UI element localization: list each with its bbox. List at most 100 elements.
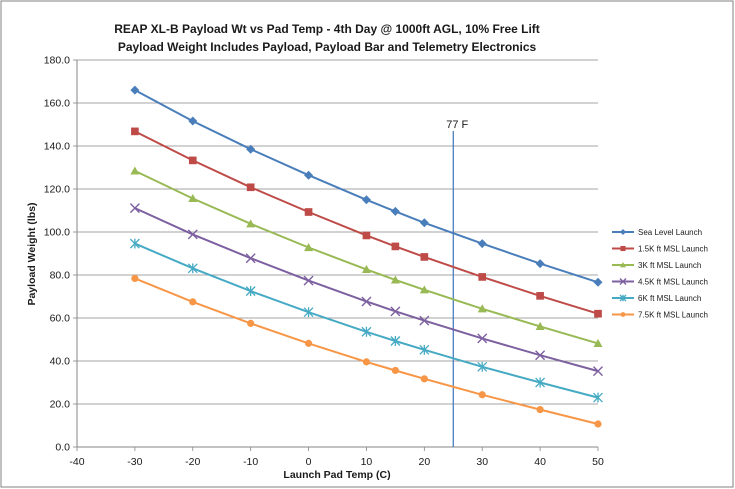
data-point (594, 309, 602, 318)
data-point (391, 242, 400, 251)
data-point (420, 253, 429, 261)
x-tick-label: 10 (361, 456, 373, 468)
data-point (594, 420, 602, 428)
data-point (620, 229, 626, 235)
x-tick-label: -40 (69, 456, 84, 468)
data-point (247, 319, 255, 327)
series-line (134, 89, 599, 284)
y-tick-label: 140.0 (44, 141, 70, 153)
data-point (246, 144, 256, 154)
series-4 (129, 203, 603, 377)
series-line (134, 207, 599, 373)
data-point (477, 304, 487, 313)
data-point (361, 326, 372, 337)
data-point (131, 127, 139, 136)
annotation-label: 77 F (446, 119, 468, 131)
series-lines (129, 85, 603, 428)
data-point (303, 275, 314, 286)
data-point (303, 307, 314, 318)
series-line (134, 242, 599, 399)
data-point (188, 156, 197, 165)
x-tick-label: 0 (306, 456, 312, 468)
legend-item: 7.5K ft MSL Launch (612, 311, 708, 320)
y-tick-label: 100.0 (44, 227, 70, 239)
data-point (477, 239, 487, 249)
legend-label: 7.5K ft MSL Launch (638, 311, 708, 320)
axes (73, 59, 599, 451)
data-point (130, 166, 140, 175)
data-point (245, 253, 256, 264)
data-point (361, 195, 371, 205)
x-axis-title: Launch Pad Temp (C) (283, 469, 390, 481)
annotations: 77 F (446, 119, 469, 447)
series-3 (130, 166, 603, 347)
data-point (620, 262, 626, 268)
data-point (620, 245, 626, 252)
data-point (593, 366, 603, 377)
data-point (478, 273, 487, 281)
y-axis-title: Payload Weight (lbs) (26, 202, 38, 305)
data-point (246, 183, 255, 192)
data-point (419, 315, 430, 326)
legend-item: 4.5K ft MSL Launch (612, 278, 708, 287)
chart-subtitle: Payload Weight Includes Payload, Payload… (118, 40, 537, 54)
data-point (129, 238, 140, 249)
data-point (593, 392, 603, 403)
legend-item: 1.5K ft MSL Launch (612, 245, 708, 254)
x-tick-label: -20 (185, 456, 200, 468)
data-point (362, 231, 371, 240)
data-point (390, 206, 400, 216)
y-tick-label: 0.0 (55, 442, 70, 454)
x-tick-label: 20 (418, 456, 430, 468)
data-point (129, 203, 140, 214)
series-line (134, 169, 599, 345)
data-point (187, 263, 198, 274)
legend-label: 4.5K ft MSL Launch (638, 278, 708, 287)
data-point (187, 229, 198, 240)
data-point (536, 292, 544, 300)
data-point (362, 358, 371, 366)
data-point (304, 170, 314, 180)
data-point (419, 344, 430, 355)
legend-label: Sea Level Launch (638, 228, 702, 237)
data-point (535, 259, 545, 269)
legend-label: 1.5K ft MSL Launch (638, 245, 708, 254)
data-point (304, 242, 314, 252)
data-point (189, 298, 197, 306)
series-5 (129, 238, 603, 403)
data-point (390, 275, 400, 284)
x-tick-label: 50 (592, 456, 604, 468)
data-point (593, 277, 603, 287)
data-point (391, 366, 399, 375)
series-2 (131, 127, 602, 318)
data-point (131, 274, 139, 283)
legend-label: 3K ft MSL Launch (638, 261, 701, 270)
data-point (619, 294, 627, 302)
data-point (419, 285, 429, 294)
data-point (246, 219, 256, 228)
legend-item: 3K ft MSL Launch (612, 261, 701, 270)
data-point (130, 85, 140, 95)
data-point (304, 208, 313, 216)
y-tick-label: 60.0 (50, 313, 71, 325)
y-tick-label: 120.0 (44, 184, 70, 196)
data-point (477, 333, 488, 344)
data-point (536, 405, 544, 414)
y-tick-label: 20.0 (50, 399, 71, 411)
data-point (419, 218, 429, 228)
data-point (304, 339, 313, 347)
data-point (620, 312, 626, 317)
series-6 (131, 274, 602, 428)
data-point (390, 306, 401, 317)
data-point (361, 296, 372, 307)
data-point (420, 375, 428, 383)
x-tick-label: -30 (127, 456, 142, 468)
tick-labels: 0.0 20.0 40.0 60.0 80.0 100.0 120.0 140.0 160.0 1… (44, 55, 604, 469)
y-tick-label: 80.0 (50, 270, 71, 282)
data-point (619, 278, 627, 285)
legend-item: Sea Level Launch (612, 228, 702, 237)
series-1 (130, 85, 603, 287)
